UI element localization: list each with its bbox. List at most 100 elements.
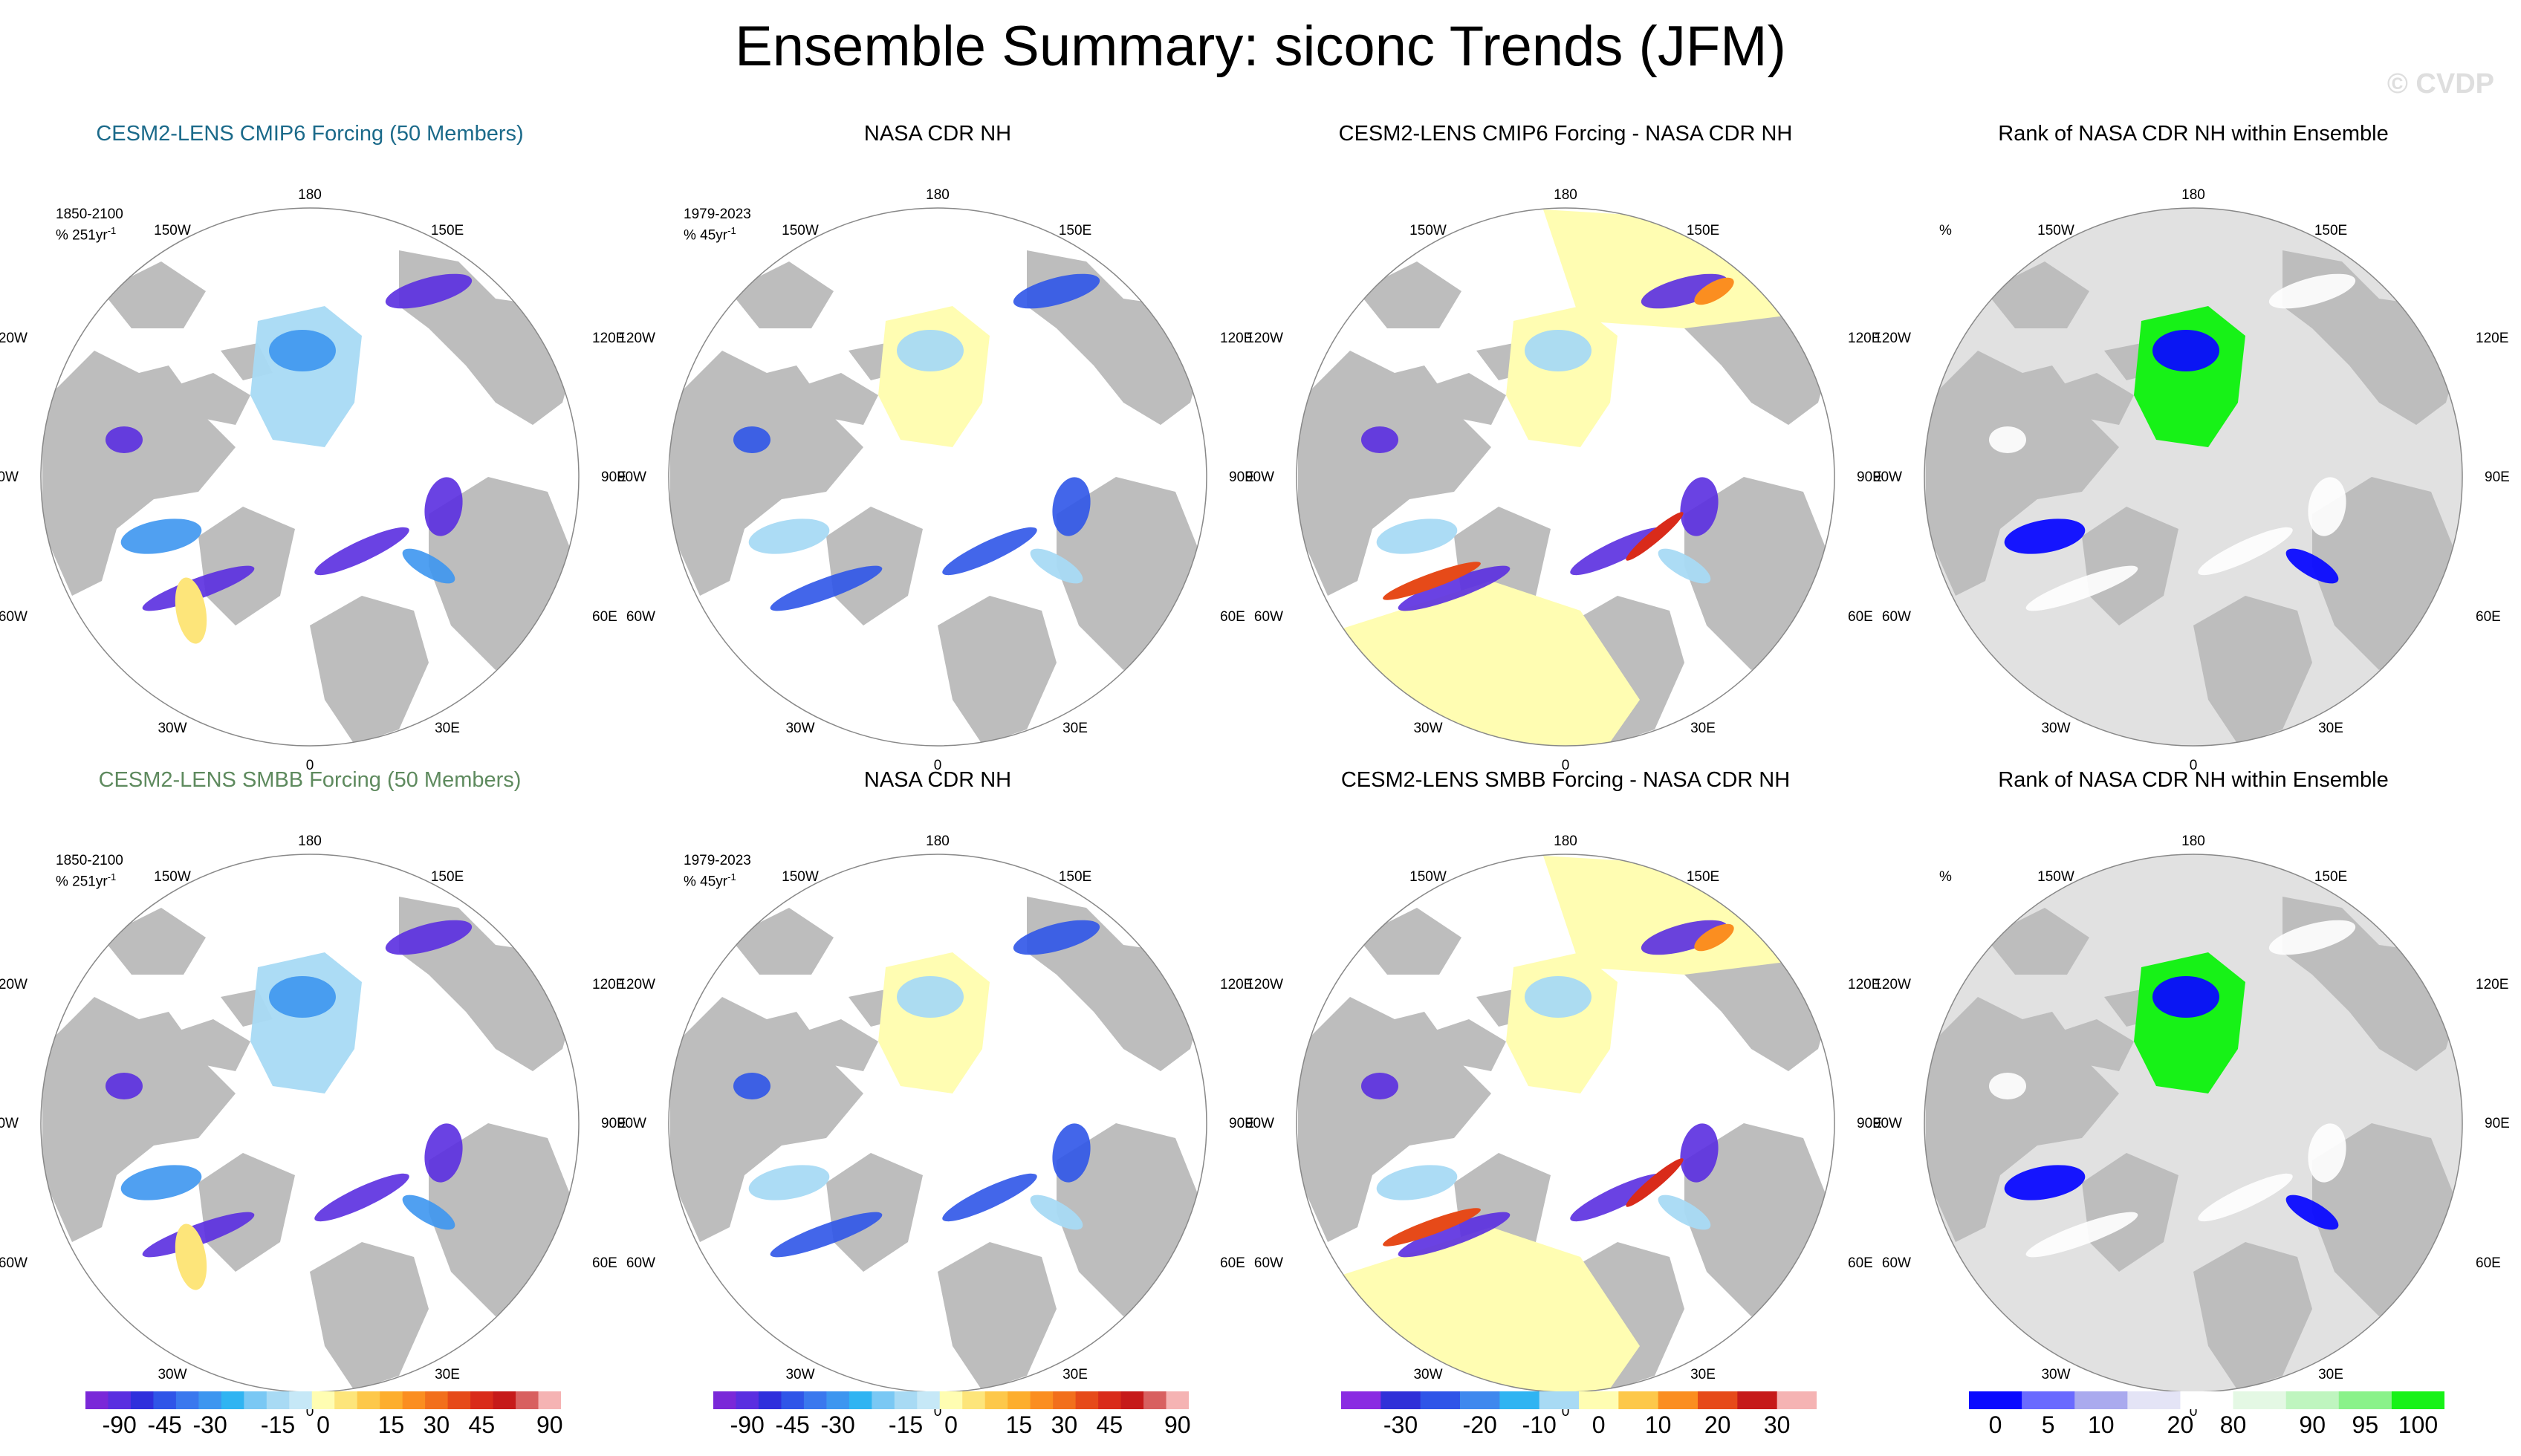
longitude-label: 120E [2476, 977, 2509, 992]
longitude-label: 60W [0, 1255, 27, 1271]
panel-period: 1850-2100 [56, 207, 123, 222]
colorbar-tick-label: -10 [1522, 1411, 1557, 1438]
longitude-label: 180 [1554, 187, 1577, 203]
longitude-label: 150E [430, 223, 464, 238]
ice-trend-field [1989, 426, 2026, 453]
longitude-label: 30W [785, 1367, 815, 1382]
colorbar-swatch [244, 1391, 267, 1409]
watermark: © CVDP [2387, 68, 2494, 100]
colorbar-swatch [198, 1391, 222, 1409]
ice-trend-field [733, 426, 770, 453]
longitude-label: 90E [1857, 1116, 1882, 1131]
colorbar-swatch [266, 1391, 290, 1409]
longitude-label: 60W [1253, 1255, 1283, 1271]
units-text: % 251yr [56, 227, 108, 244]
ice-trend-field [1052, 1123, 1091, 1183]
panel-title: NASA CDR NH [863, 122, 1012, 146]
units-exponent: -1 [107, 225, 117, 236]
polar-map [668, 207, 1207, 747]
colorbar-swatch [1539, 1391, 1580, 1409]
ice-trend-field [424, 1123, 463, 1183]
longitude-label: 30W [1413, 1367, 1443, 1382]
colorbar-tick-label: 5 [2041, 1411, 2055, 1438]
colorbar-tick-label: 45 [468, 1411, 496, 1438]
longitude-label: 150W [782, 869, 819, 885]
colorbar-swatch [1460, 1391, 1500, 1409]
longitude-label: 60E [1220, 609, 1245, 625]
colorbar-swatch [872, 1391, 895, 1409]
longitude-label: 120W [0, 331, 27, 346]
longitude-label: 150E [430, 869, 464, 885]
colorbar-tick-label: 10 [1644, 1411, 1672, 1438]
colorbar-swatch [826, 1391, 850, 1409]
colorbar-swatch [1008, 1391, 1031, 1409]
longitude-label: 150W [782, 223, 819, 238]
longitude-label: 150W [2037, 223, 2074, 238]
units-exponent: -1 [727, 871, 736, 883]
longitude-label: 60W [1253, 609, 1283, 625]
units-exponent: -1 [107, 871, 117, 883]
units-exponent: -1 [727, 225, 736, 236]
colorbar-tick-label: -20 [1462, 1411, 1497, 1438]
map-panel-model: 180 0 150W 150E 120W 120E 90W 90E 60W 60E 30W 30E 18… [0, 149, 626, 787]
panel-title: NASA CDR NH [863, 768, 1012, 792]
land-mass [42, 997, 236, 1242]
colorbar-tick-label: 30 [423, 1411, 450, 1438]
longitude-label: 60E [2476, 609, 2501, 625]
longitude-label: 120W [618, 331, 655, 346]
longitude-label: 30W [158, 721, 187, 736]
land-mass [2052, 1019, 2134, 1071]
longitude-label: 90E [2485, 1116, 2510, 1131]
longitude-label: 150E [2314, 223, 2348, 238]
colorbar-swatch [2233, 1391, 2287, 1409]
polar-map [668, 854, 1207, 1393]
colorbar-swatch [493, 1391, 516, 1409]
panel-title: CESM2-LENS SMBB Forcing (50 Members) [98, 768, 522, 792]
land-mass [42, 351, 236, 596]
map-boundary [40, 207, 580, 747]
colorbar-swatch [425, 1391, 449, 1409]
ice-trend-field [2268, 920, 2356, 955]
units-text: % 45yr [684, 874, 728, 890]
colorbar-swatch [1341, 1391, 1381, 1409]
longitude-label: 150E [1686, 869, 1720, 885]
panel-period: 1850-2100 [56, 853, 123, 868]
longitude-label: 150E [1058, 223, 1092, 238]
ice-trend-field [1626, 512, 1684, 561]
ice-trend-field [385, 920, 473, 955]
colorbar-swatch [1698, 1391, 1738, 1409]
longitude-label: 90W [0, 1116, 19, 1131]
longitude-label: 120W [1874, 331, 1911, 346]
panel-title: CESM2-LENS CMIP6 Forcing - NASA CDR NH [1338, 122, 1793, 146]
longitude-label: 30E [1690, 721, 1716, 736]
map-panel-diff: 180 0 150W 150E 120W 120E 90W 90E 60W 60E 30W 30E [1245, 149, 1882, 787]
ice-trend-field [2004, 519, 2086, 554]
panel-title: CESM2-LENS CMIP6 Forcing (50 Members) [96, 122, 524, 146]
colorbar-swatch [1777, 1391, 1817, 1409]
ice-trend-field [385, 273, 473, 309]
land-mass [1926, 997, 2119, 1242]
colorbar-swatch [2127, 1391, 2181, 1409]
ice-trend-field [2198, 527, 2293, 576]
ice-trend-field [1376, 1165, 1458, 1200]
colorbar-swatch [2338, 1391, 2392, 1409]
longitude-label: 60W [626, 609, 655, 625]
map-panel-model: 180 0 150W 150E 120W 120E 90W 90E 60W 60E 30W 30E 18… [0, 795, 626, 1434]
ice-trend-field [1641, 273, 1728, 309]
ice-trend-field [1398, 565, 1511, 611]
colorbar-tick-label: 20 [2167, 1411, 2194, 1438]
colorbar-swatch [153, 1391, 177, 1409]
ice-trend-field [1680, 477, 1719, 536]
longitude-label: 120W [1874, 977, 1911, 992]
longitude-label: 90E [1229, 469, 1254, 485]
panel-title: CESM2-LENS SMBB Forcing - NASA CDR NH [1340, 768, 1791, 792]
longitude-label: 30E [1690, 1367, 1716, 1382]
colorbar-tick-label: 0 [1988, 1411, 2002, 1438]
colorbar-swatch [311, 1391, 335, 1409]
colorbar [1341, 1391, 1817, 1409]
longitude-label: 30E [435, 1367, 460, 1382]
longitude-label: 30E [1062, 1367, 1088, 1382]
land-mass [310, 596, 429, 744]
panel-title: Rank of NASA CDR NH within Ensemble [1998, 768, 2389, 792]
longitude-label: 0 [305, 758, 314, 773]
